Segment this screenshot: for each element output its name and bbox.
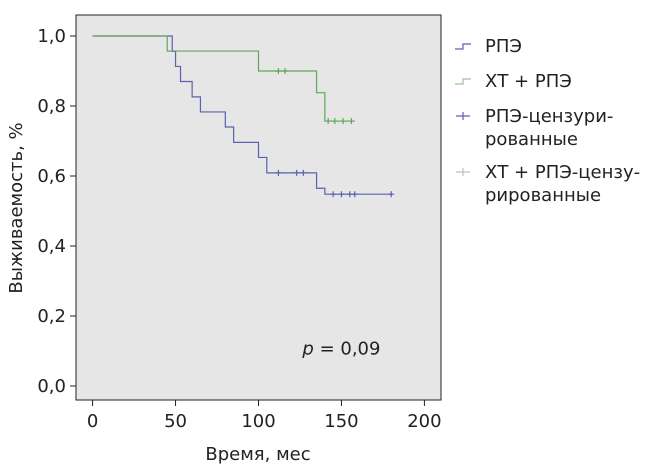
legend-label: ХТ + РПЭ-цензу- bbox=[485, 162, 640, 183]
legend-item-3: РПЭ-цензури-рованные bbox=[456, 106, 613, 150]
censor-mark bbox=[348, 118, 355, 125]
censor-mark bbox=[293, 169, 300, 176]
p-value-annotation: p = 0,09 bbox=[301, 339, 380, 360]
legend-plus-symbol bbox=[456, 112, 470, 120]
y-tick-label: 0,0 bbox=[37, 376, 66, 397]
legend-label: рованные bbox=[485, 129, 578, 150]
legend-step-symbol bbox=[455, 43, 471, 50]
y-axis-label: Выживаемость, % bbox=[6, 122, 27, 293]
x-tick-label: 50 bbox=[164, 411, 187, 432]
legend-item-1: РПЭ bbox=[455, 36, 522, 57]
censor-mark bbox=[351, 191, 358, 198]
censor-mark bbox=[275, 169, 282, 176]
axes: 0 50 100 150 200 0,0 0,2 0,4 0,6 0,8 1,0 bbox=[37, 26, 441, 432]
legend-item-2: ХТ + РПЭ bbox=[455, 71, 572, 92]
x-tick-label: 100 bbox=[241, 411, 275, 432]
y-tick-label: 0,6 bbox=[37, 166, 66, 187]
censor-mark bbox=[340, 118, 347, 125]
legend: РПЭ ХТ + РПЭ РПЭ-цензури-рованные ХТ + РПЭ-… bbox=[455, 36, 640, 206]
y-tick-label: 0,8 bbox=[37, 96, 66, 117]
censor-mark bbox=[388, 191, 395, 198]
y-tick-label: 0,4 bbox=[37, 236, 66, 257]
censor-mark bbox=[331, 118, 338, 125]
legend-label: ХТ + РПЭ bbox=[485, 71, 572, 92]
series-line-1 bbox=[92, 35, 392, 195]
legend-label: РПЭ-цензури- bbox=[485, 106, 613, 127]
legend-item-4: ХТ + РПЭ-цензу-рированные bbox=[456, 162, 640, 206]
y-tick-label: 1,0 bbox=[37, 26, 66, 47]
censor-mark bbox=[325, 118, 332, 125]
censor-mark bbox=[275, 68, 282, 74]
censor-mark bbox=[282, 68, 289, 74]
legend-plus-symbol bbox=[456, 168, 470, 176]
x-tick-label: 150 bbox=[324, 411, 358, 432]
censor-mark bbox=[300, 169, 307, 176]
plot-background bbox=[75, 14, 442, 401]
y-tick-label: 0,2 bbox=[37, 306, 66, 327]
series-layer bbox=[92, 35, 395, 198]
legend-label: рированные bbox=[485, 185, 601, 206]
censor-mark bbox=[338, 191, 345, 198]
x-axis-label: Время, мес bbox=[205, 444, 310, 465]
legend-step-symbol bbox=[455, 78, 471, 85]
x-tick-label: 0 bbox=[87, 411, 98, 432]
censor-mark bbox=[330, 191, 337, 198]
legend-label: РПЭ bbox=[485, 36, 522, 57]
x-tick-label: 200 bbox=[407, 411, 441, 432]
